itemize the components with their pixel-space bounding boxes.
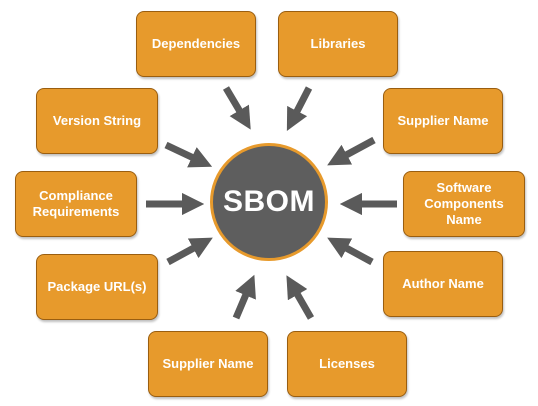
arrow-licenses [286,275,315,320]
arrow-version-string [164,141,213,168]
sbom-hub: SBOM [210,143,328,261]
node-label: Author Name [402,276,484,291]
node-supplier-name-bottom: Supplier Name [148,331,268,397]
node-package-urls: Package URL(s) [36,254,158,320]
arrow-package-url [166,237,213,266]
node-licenses: Licenses [287,331,407,397]
node-label: Licenses [319,356,375,371]
node-label: Supplier Name [397,113,489,128]
arrow-supplier-name-right [327,136,376,166]
node-label: Package URL(s) [47,279,147,294]
node-label: Supplier Name [162,356,254,371]
node-label: Libraries [310,36,366,51]
hub-label: SBOM [223,185,315,218]
arrow-author-name [327,237,374,266]
node-software-components-name: Software Components Name [403,171,525,237]
node-libraries: Libraries [278,11,398,77]
node-author-name: Author Name [383,251,503,317]
arrow-supplier-name-bottom [232,274,256,320]
arrow-libraries [286,86,313,131]
node-label: Version String [52,113,142,128]
node-version-string: Version String [36,88,158,154]
node-dependencies: Dependencies [136,11,256,77]
node-label: Software Components Name [424,180,504,227]
node-label: Compliance Requirements [32,188,120,219]
node-compliance-requirements: Compliance Requirements [15,171,137,237]
arrow-dependencies [222,86,251,130]
node-label: Dependencies [151,36,241,51]
node-supplier-name-right: Supplier Name [383,88,503,154]
